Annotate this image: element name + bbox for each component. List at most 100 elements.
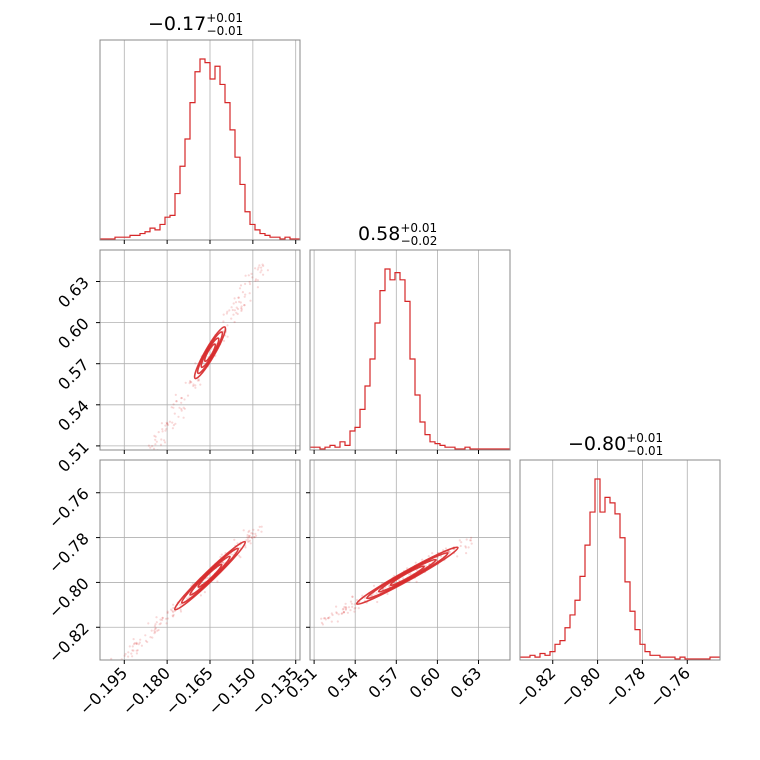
sample-point xyxy=(328,616,331,619)
sample-point xyxy=(180,407,183,411)
sample-point xyxy=(121,507,123,509)
sample-point xyxy=(323,617,327,620)
sample-point xyxy=(159,622,162,625)
sample-point xyxy=(182,416,185,419)
sample-point xyxy=(351,595,354,599)
sample-point xyxy=(357,607,360,610)
sample-point xyxy=(149,446,152,449)
sample-point xyxy=(174,422,177,425)
sample-point xyxy=(460,541,463,544)
sample-point xyxy=(453,548,456,551)
sample-point xyxy=(330,620,333,623)
y-tick: −0.78 xyxy=(45,529,100,577)
sample-point xyxy=(192,383,195,386)
sample-point xyxy=(248,280,251,284)
sample-point xyxy=(235,311,238,314)
sample-point xyxy=(188,596,191,599)
sample-point xyxy=(130,652,133,655)
sample-point xyxy=(238,554,241,557)
y-tick-label: 0.63 xyxy=(54,273,93,312)
sample-point xyxy=(196,379,199,382)
sample-point xyxy=(233,320,236,324)
sample-point xyxy=(123,654,126,657)
sample-point xyxy=(151,445,154,448)
density-contour xyxy=(355,546,459,605)
sample-point xyxy=(190,381,193,384)
sample-point xyxy=(249,299,252,302)
sample-point xyxy=(344,606,347,609)
sample-point xyxy=(253,536,256,539)
sample-point xyxy=(241,291,244,294)
sample-point xyxy=(234,301,238,304)
samples-layer xyxy=(121,263,269,509)
sample-point xyxy=(254,267,257,270)
sample-point xyxy=(349,600,353,603)
sample-point xyxy=(344,608,347,611)
sample-point xyxy=(464,545,467,548)
y-axis: −0.82−0.80−0.78−0.76 xyxy=(45,484,100,667)
sample-point xyxy=(171,421,174,424)
sample-point xyxy=(354,606,357,609)
x-tick: 0.63 xyxy=(447,660,486,702)
sample-point xyxy=(165,622,168,625)
sample-point xyxy=(140,473,142,475)
sample-point xyxy=(347,606,351,609)
sample-point xyxy=(242,529,245,532)
sample-point xyxy=(402,577,405,580)
sample-point xyxy=(345,606,348,609)
title-lower-error: −0.02 xyxy=(401,234,438,248)
sample-point xyxy=(230,306,233,309)
sample-point xyxy=(135,641,138,645)
y-tick-label: 0.51 xyxy=(54,437,93,476)
sample-point xyxy=(125,501,127,503)
sample-point xyxy=(408,573,411,576)
sample-point xyxy=(221,561,224,564)
sample-point xyxy=(110,657,113,660)
sample-point xyxy=(238,300,241,303)
x-tick-label: 0.54 xyxy=(323,663,362,702)
sample-point xyxy=(183,398,186,401)
sample-point xyxy=(363,596,367,600)
sample-point xyxy=(134,473,136,475)
sample-point xyxy=(248,282,252,286)
sample-point xyxy=(350,602,353,605)
sample-point xyxy=(436,556,439,559)
sample-point xyxy=(161,430,164,433)
sample-point xyxy=(160,422,163,425)
sample-point xyxy=(240,307,243,310)
sample-point xyxy=(220,553,223,556)
sample-point xyxy=(236,312,239,316)
sample-point xyxy=(133,485,135,487)
sample-point xyxy=(254,532,257,536)
sample-point xyxy=(260,269,263,272)
sample-point xyxy=(163,441,167,444)
sample-point xyxy=(415,580,418,583)
sample-point xyxy=(132,649,135,652)
x-tick-label: 0.63 xyxy=(447,663,486,702)
sample-point xyxy=(128,645,131,648)
sample-point xyxy=(222,339,226,342)
sample-point xyxy=(130,667,132,669)
sample-point xyxy=(232,313,235,316)
sample-point xyxy=(456,555,459,558)
sample-point xyxy=(157,628,160,632)
sample-point xyxy=(320,617,323,620)
sample-point xyxy=(424,564,427,568)
sample-point xyxy=(197,379,201,382)
sample-point xyxy=(243,304,246,307)
sample-point xyxy=(260,525,263,528)
sample-point xyxy=(458,539,461,542)
sample-point xyxy=(331,613,334,617)
sample-point xyxy=(135,642,138,645)
sample-point xyxy=(320,621,323,625)
sample-point xyxy=(231,308,234,312)
sample-point xyxy=(172,606,175,610)
sample-point xyxy=(440,555,443,558)
sample-point xyxy=(251,276,254,279)
histogram-panel: −0.17+0.01 −0.01 xyxy=(99,11,301,244)
sample-point xyxy=(351,605,354,609)
sample-point xyxy=(174,393,177,396)
sample-point xyxy=(166,422,169,426)
sample-point xyxy=(206,576,209,580)
sample-point xyxy=(254,279,257,282)
